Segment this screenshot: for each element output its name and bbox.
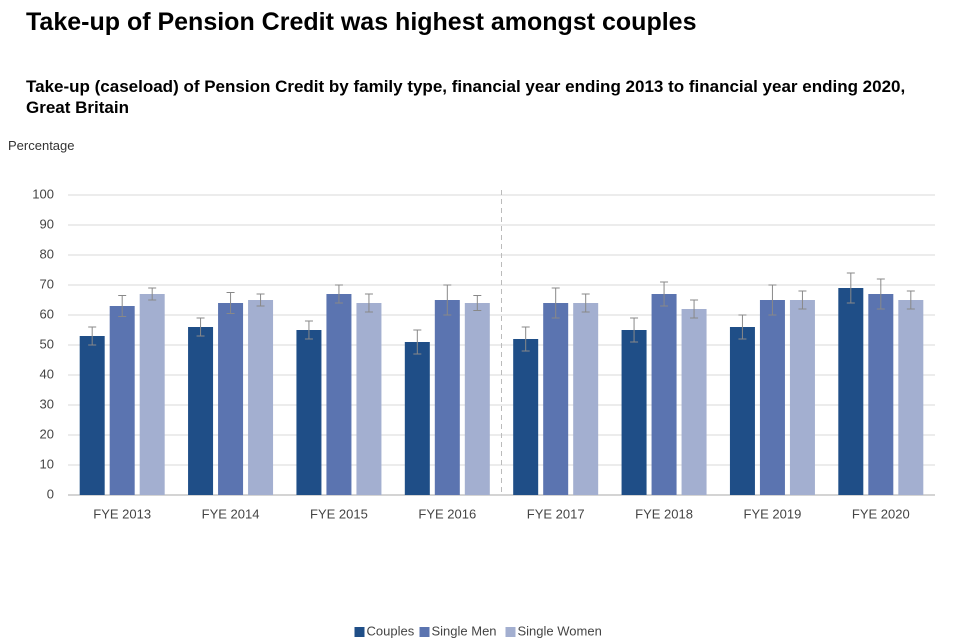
legend-label: Couples: [367, 623, 415, 638]
x-tick-label: FYE 2014: [202, 506, 260, 521]
y-tick-label: 30: [40, 396, 54, 411]
bar: [434, 300, 460, 495]
error-bar: [738, 314, 747, 340]
error-bar: [256, 293, 265, 307]
legend-swatch: [505, 627, 516, 637]
x-tick-label: FYE 2017: [527, 506, 585, 521]
error-bar: [364, 293, 373, 313]
bar: [513, 339, 539, 495]
error-bar: [521, 326, 530, 352]
bar: [356, 303, 382, 495]
y-axis-label: Percentage: [8, 138, 75, 153]
y-tick-label: 90: [40, 216, 54, 231]
bar: [681, 309, 707, 495]
error-bar: [798, 290, 807, 310]
bar: [464, 303, 490, 495]
bar: [296, 330, 322, 495]
y-tick-label: 0: [47, 486, 54, 501]
legend-label: Single Women: [518, 623, 602, 638]
x-tick-label: FYE 2019: [744, 506, 802, 521]
error-bar: [443, 284, 452, 316]
chart-title: Take-up of Pension Credit was highest am…: [26, 8, 697, 36]
y-tick-label: 40: [40, 366, 54, 381]
bar: [248, 300, 274, 495]
bar: [729, 327, 755, 495]
x-tick-label: FYE 2015: [310, 506, 368, 521]
error-bar: [690, 299, 699, 319]
error-bar: [768, 284, 777, 316]
bar: [651, 294, 677, 495]
y-tick-label: 100: [32, 186, 54, 201]
error-bar: [148, 287, 157, 301]
bar: [218, 303, 244, 495]
error-bar: [88, 326, 97, 346]
error-bar: [846, 272, 855, 304]
x-tick-label: FYE 2018: [635, 506, 693, 521]
bar: [543, 303, 569, 495]
legend-swatch: [354, 627, 365, 637]
y-tick-label: 60: [40, 306, 54, 321]
y-tick-label: 20: [40, 426, 54, 441]
bar: [621, 330, 647, 495]
x-tick-label: FYE 2013: [93, 506, 151, 521]
bar: [838, 288, 864, 495]
bar: [79, 336, 105, 495]
y-tick-label: 10: [40, 456, 54, 471]
y-tick-label: 70: [40, 276, 54, 291]
error-bar: [304, 320, 313, 340]
bar: [898, 300, 924, 495]
error-bar: [118, 295, 127, 317]
error-bar: [630, 317, 639, 343]
x-tick-label: FYE 2016: [418, 506, 476, 521]
error-bar: [413, 329, 422, 355]
error-bar: [906, 290, 915, 310]
y-tick-label: 80: [40, 246, 54, 261]
error-bar: [334, 284, 343, 304]
error-bar: [660, 281, 669, 307]
error-bar: [551, 287, 560, 319]
error-bar: [473, 295, 482, 311]
bar: [109, 306, 135, 495]
bar: [789, 300, 815, 495]
error-bar: [196, 317, 205, 337]
bar: [573, 303, 599, 495]
legend-swatch: [419, 627, 430, 637]
error-bar: [581, 293, 590, 313]
bar: [759, 300, 785, 495]
legend-label: Single Men: [432, 623, 497, 638]
x-tick-label: FYE 2020: [852, 506, 910, 521]
bar: [326, 294, 352, 495]
bar: [404, 342, 430, 495]
chart-subtitle: Take-up (caseload) of Pension Credit by …: [26, 77, 906, 117]
error-bar: [226, 292, 235, 314]
y-tick-label: 50: [40, 336, 54, 351]
bar: [188, 327, 214, 495]
error-bar: [876, 278, 885, 310]
bar: [139, 294, 165, 495]
bar: [868, 294, 894, 495]
